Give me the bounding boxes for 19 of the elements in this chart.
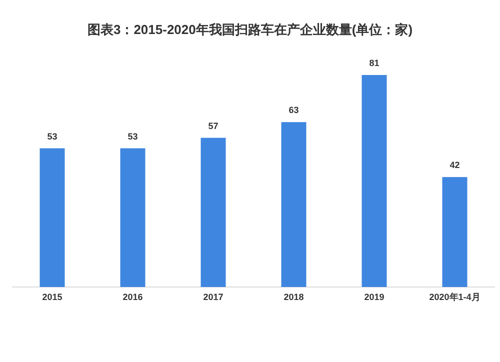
bar — [281, 122, 306, 287]
data-label: 53 — [128, 131, 138, 142]
data-label: 63 — [288, 105, 299, 116]
bar — [40, 148, 65, 287]
data-label: 53 — [47, 131, 58, 142]
bar — [442, 177, 468, 287]
data-label: 81 — [369, 58, 380, 68]
x-tick-label: 2015 — [42, 292, 62, 302]
bar — [120, 148, 146, 287]
bar — [362, 75, 387, 287]
x-tick-label: 2019 — [364, 292, 384, 302]
bar — [200, 138, 226, 287]
x-tick-label: 2016 — [122, 292, 143, 302]
x-tick-label: 2017 — [203, 292, 224, 302]
data-label: 42 — [450, 160, 460, 170]
data-label: 57 — [208, 120, 218, 131]
chart-title: 图表3：2015-2020年我国扫路车在产企业数量(单位：家) — [87, 22, 413, 37]
x-tick-label: 2020年1-4月 — [429, 292, 480, 302]
x-tick-label: 2018 — [284, 292, 304, 302]
